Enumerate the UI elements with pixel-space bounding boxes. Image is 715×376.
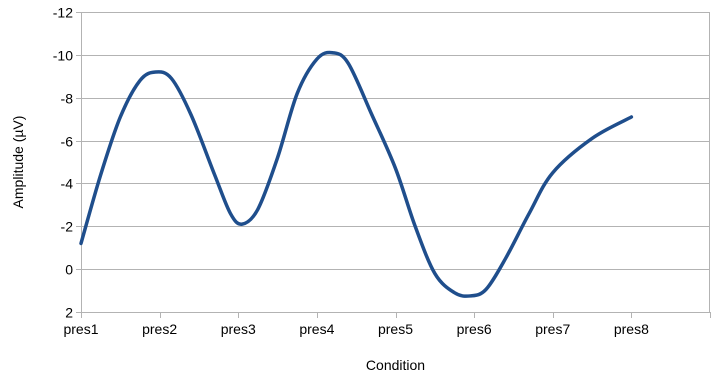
series-line <box>79 50 634 298</box>
axes <box>81 12 711 318</box>
y-tick-label: -12 <box>53 5 73 21</box>
x-tick-label: pres4 <box>299 321 334 337</box>
x-tick-label: pres8 <box>614 321 649 337</box>
y-tick-label: -4 <box>61 176 74 192</box>
y-tick-label: -2 <box>61 219 74 235</box>
x-tick-label: pres1 <box>63 321 98 337</box>
x-tick-label: pres6 <box>457 321 492 337</box>
x-tick-label: pres7 <box>535 321 570 337</box>
y-tick-label: 2 <box>65 305 73 321</box>
x-tick-label: pres5 <box>378 321 413 337</box>
series <box>79 50 634 298</box>
y-tick-label: -10 <box>53 48 73 64</box>
y-tick-label: 0 <box>65 262 73 278</box>
x-tick-label: pres3 <box>221 321 256 337</box>
y-tick-label: -8 <box>61 91 74 107</box>
y-axis-title: Amplitude (µV) <box>10 116 26 209</box>
x-tick-label: pres2 <box>142 321 177 337</box>
y-tick-label: -6 <box>61 134 74 150</box>
x-axis-title: Condition <box>366 357 425 373</box>
